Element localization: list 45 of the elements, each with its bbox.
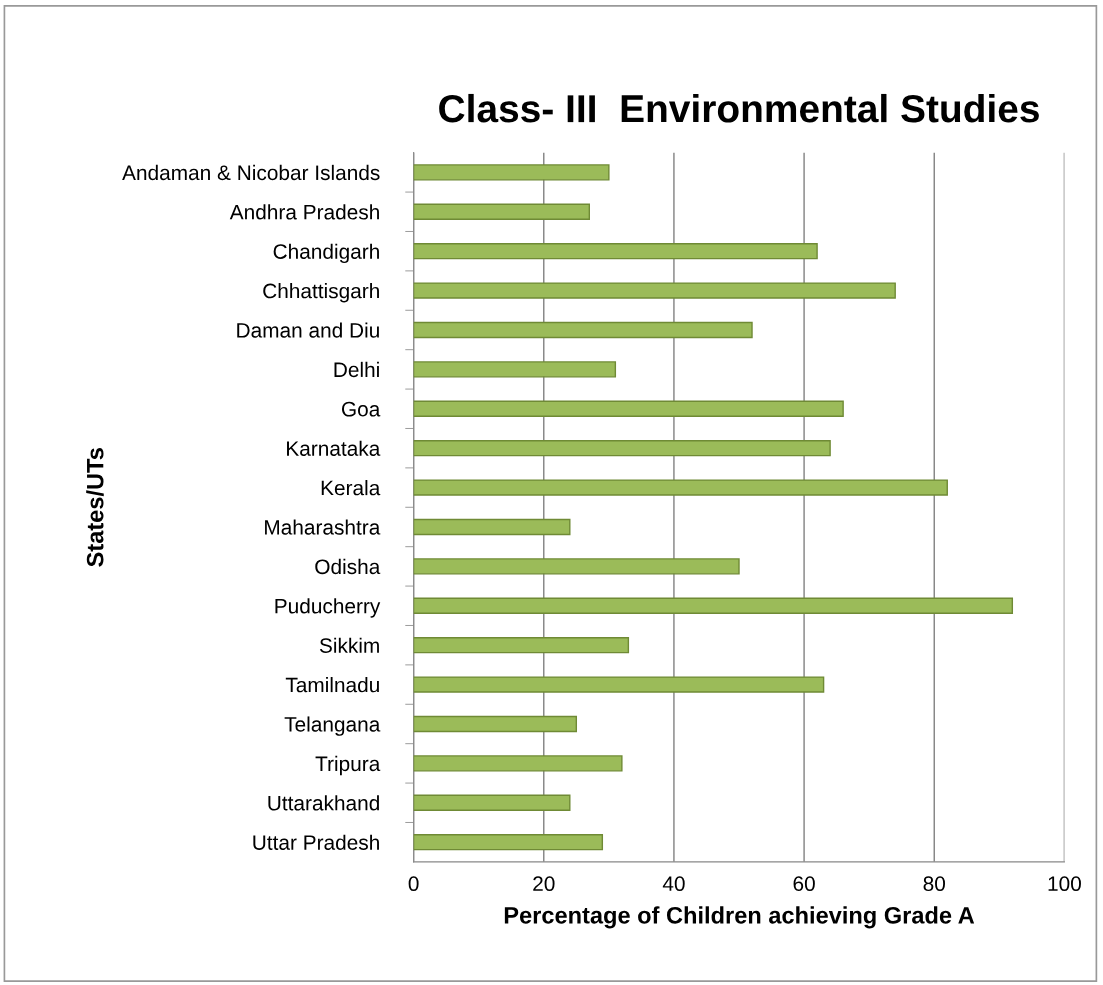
- x-tick-label: 20: [533, 876, 555, 892]
- y-tick-label: Sikkim: [319, 637, 379, 653]
- y-tick-label: Tamilnadu: [285, 677, 379, 693]
- bar: [413, 597, 1014, 614]
- x-tick-label: 100: [1048, 876, 1081, 892]
- x-tick-label: 40: [662, 876, 685, 892]
- x-axis-title: Percentage of Children achieving Grade A: [504, 906, 975, 929]
- bar: [413, 479, 948, 496]
- bar: [413, 321, 753, 339]
- y-tick-label: Chandigarh: [273, 243, 379, 264]
- bar: [413, 282, 896, 299]
- bar: [413, 794, 571, 811]
- bar: [413, 518, 571, 536]
- y-tick-label: Puducherry: [275, 598, 381, 618]
- y-axis-title: States/UTs: [86, 448, 104, 567]
- y-tick-label: Chhattisgarh: [263, 283, 379, 303]
- y-tick-label: Odisha: [315, 558, 381, 575]
- bar: [413, 361, 617, 378]
- y-tick-label: Karnataka: [287, 440, 381, 456]
- x-tick-label: 0: [408, 876, 419, 892]
- bar: [413, 715, 578, 733]
- bar: [413, 755, 623, 772]
- y-tick-label: Tripura: [315, 755, 381, 776]
- x-tick-label: 80: [923, 876, 946, 892]
- y-tick-label: Maharashtra: [265, 519, 381, 535]
- y-tick-label: Andaman & Nicobar Islands: [122, 164, 380, 181]
- y-tick-label: Daman and Diu: [237, 322, 379, 338]
- x-tick-label: 60: [793, 876, 815, 892]
- bar: [413, 164, 610, 181]
- bar: [413, 439, 831, 457]
- bar: [413, 833, 604, 851]
- y-tick-label: Uttarakhand: [268, 795, 379, 811]
- y-tick-label: Telangana: [284, 716, 381, 736]
- y-tick-label: Goa: [341, 401, 381, 417]
- y-tick-label: Andhra Pradesh: [229, 204, 379, 220]
- bar: [413, 400, 844, 417]
- bar: [413, 676, 825, 693]
- chart-title: Class- III Environmental Studies: [439, 93, 1039, 123]
- bar: [413, 203, 591, 220]
- bar: [413, 636, 630, 654]
- y-tick-label: Uttar Pradesh: [253, 834, 379, 850]
- y-tick-label: Delhi: [334, 361, 379, 378]
- y-tick-label: Kerala: [321, 480, 381, 496]
- bar: [413, 558, 740, 575]
- bar: [413, 242, 818, 260]
